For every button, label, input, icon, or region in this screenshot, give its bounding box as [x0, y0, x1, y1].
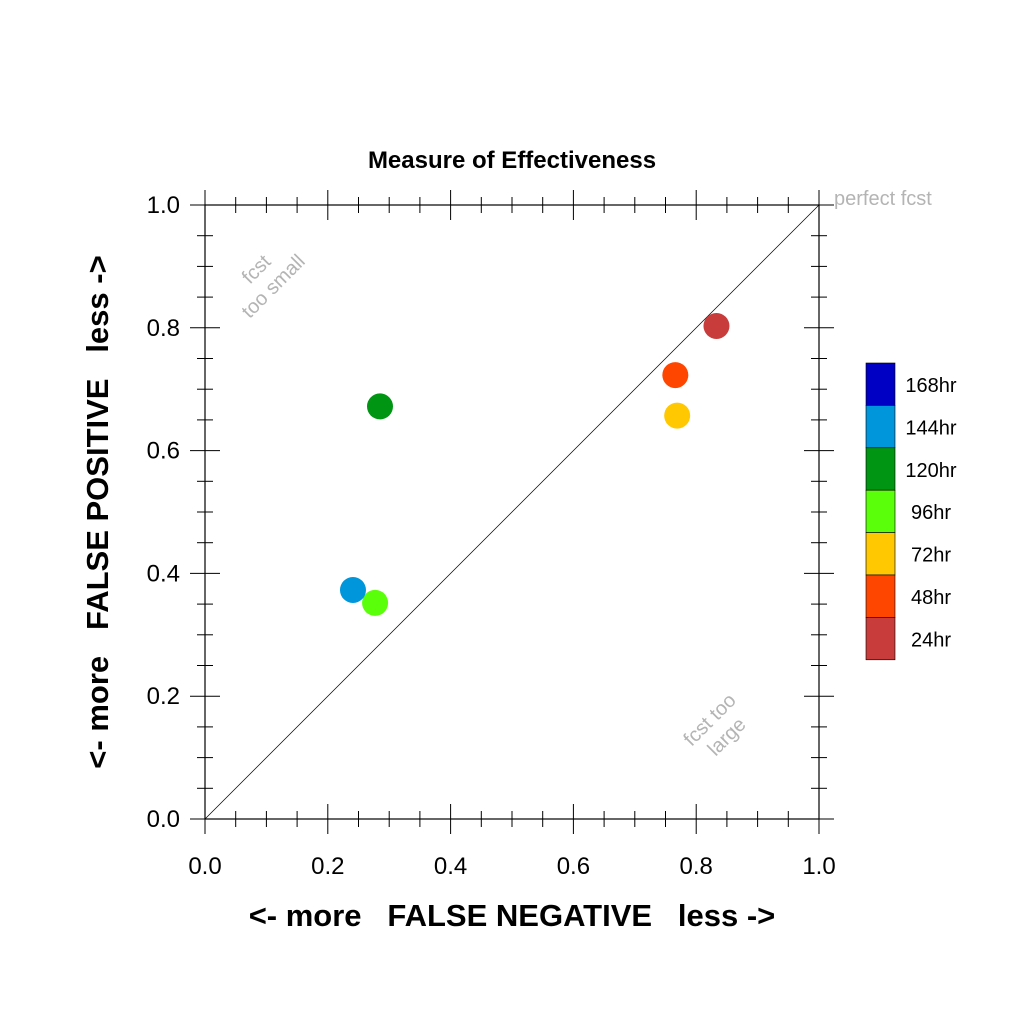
data-point-144hr — [339, 576, 366, 603]
chart-title: Measure of Effectiveness — [368, 147, 656, 174]
x-tick-label: 0.2 — [311, 853, 344, 880]
y-tick-label: 0.0 — [147, 806, 180, 833]
legend-label-120hr: 120hr — [905, 460, 956, 482]
data-points — [339, 312, 730, 616]
legend-swatch-96hr — [865, 489, 896, 533]
y-axis-label: <- more FALSE POSITIVE less -> — [80, 255, 115, 768]
data-point-24hr — [703, 312, 730, 339]
data-point-120hr — [366, 393, 393, 420]
y-tick-label: 0.2 — [147, 683, 180, 710]
legend-swatch-24hr — [865, 617, 896, 661]
annotation-fcst-too-small: fcst too small — [238, 251, 310, 323]
annotation-fcst-too-large: fcst too large — [680, 690, 751, 761]
x-tick-label: 0.8 — [680, 853, 713, 880]
perfect-forecast-line — [204, 204, 820, 820]
legend-swatch-144hr — [865, 405, 896, 449]
legend-label-24hr: 24hr — [911, 629, 951, 651]
y-tick-label: 1.0 — [147, 192, 180, 219]
y-tick-label: 0.8 — [147, 315, 180, 342]
x-tick-label: 0.0 — [188, 853, 221, 880]
x-tick-label: 1.0 — [802, 853, 835, 880]
data-point-72hr — [664, 402, 691, 429]
data-point-48hr — [662, 362, 689, 389]
legend-label-72hr: 72hr — [911, 545, 951, 567]
legend-swatch-72hr — [865, 532, 896, 576]
x-tick-label: 0.4 — [434, 853, 467, 880]
legend-swatch-48hr — [865, 574, 896, 618]
legend-label-48hr: 48hr — [911, 587, 951, 609]
legend: 168hr 144hr 120hr 96hr 72hr 48hr 24hr — [865, 362, 957, 661]
data-point-96hr — [362, 589, 389, 616]
legend-label-96hr: 96hr — [911, 502, 951, 524]
axis-tick-labels: 0.0 0.2 0.4 0.6 0.8 1.0 0.0 0.2 0.4 0.6 0.8 1.0 — [147, 192, 836, 880]
y-tick-label: 0.4 — [147, 560, 180, 587]
legend-swatch-168hr — [865, 362, 896, 406]
axis-ticks — [190, 190, 834, 834]
y-tick-label: 0.6 — [147, 438, 180, 465]
legend-label-144hr: 144hr — [905, 417, 956, 439]
x-axis-label: <- more FALSE NEGATIVE less -> — [249, 898, 776, 933]
legend-swatch-120hr — [865, 447, 896, 491]
legend-label-168hr: 168hr — [905, 375, 956, 397]
x-tick-label: 0.6 — [557, 853, 590, 880]
annotation-perfect-fcst: perfect fcst — [834, 188, 932, 210]
